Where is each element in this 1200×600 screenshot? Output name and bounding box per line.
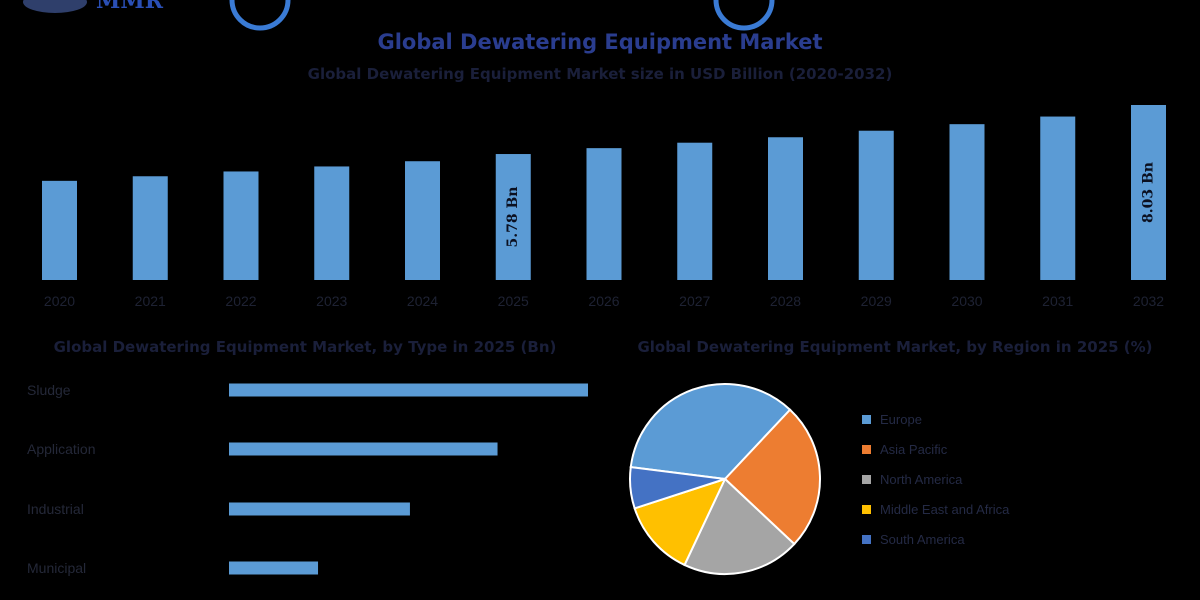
globe-icon-right (713, 0, 775, 31)
legend-label-europe: Europe (880, 412, 922, 427)
market-size-bar-2025 (495, 154, 531, 280)
type-category-labels: Sludge Application Industrial Municipal (27, 382, 96, 576)
legend-label-south-america: South America (880, 532, 965, 547)
market-size-bar-2031 (1040, 116, 1076, 280)
globe-icon-left (229, 0, 291, 31)
year-label-2027: 2027 (679, 293, 710, 309)
legend-label-middle-east-africa: Middle East and Africa (880, 502, 1010, 517)
legend-swatch-europe (862, 415, 871, 424)
year-label-2032: 2032 (1133, 293, 1164, 309)
year-label-2020: 2020 (44, 293, 75, 309)
type-bar-sludge (229, 383, 588, 397)
region-chart-title: Global Dewatering Equipment Market, by R… (637, 338, 1152, 356)
legend-swatch-middle-east-africa (862, 505, 871, 514)
pie-slice-south-america (629, 465, 726, 510)
market-size-bar-2021 (132, 176, 168, 280)
logo: MMR (96, 0, 164, 14)
market-size-bar-2032 (1131, 105, 1166, 280)
type-bars (229, 383, 588, 575)
type-bar-municipal (229, 561, 319, 575)
pie-slice-asia-pacific (723, 408, 821, 546)
year-label-2024: 2024 (407, 293, 438, 309)
year-label-2023: 2023 (316, 293, 347, 309)
chart-subtitle: Global Dewatering Equipment Market size … (308, 65, 893, 83)
region-legend: Europe Asia Pacific North America Middle Ea… (862, 412, 1010, 547)
year-label-2031: 2031 (1042, 293, 1073, 309)
market-size-bar-2026 (586, 148, 622, 280)
year-label-2028: 2028 (770, 293, 801, 309)
pie-slice-middle-east-africa (633, 477, 727, 567)
type-bar-industrial (229, 502, 410, 516)
header-decor: MMR (23, 0, 775, 31)
market-size-bar-2030 (949, 124, 985, 280)
market-size-bar-2027 (677, 142, 713, 280)
logo-swoosh (23, 0, 87, 13)
pie-slice-north-america (683, 477, 796, 575)
type-bar-application (229, 442, 498, 456)
legend-swatch-north-america (862, 475, 871, 484)
type-chart-title: Global Dewatering Equipment Market, by T… (54, 338, 557, 356)
type-label-sludge: Sludge (27, 382, 71, 398)
market-size-bars (42, 105, 1166, 280)
market-size-bar-2028 (768, 137, 803, 280)
type-label-municipal: Municipal (27, 560, 86, 576)
market-size-bar-2029 (858, 130, 894, 280)
market-size-data-labels: 5.78 Bn 8.03 Bn (505, 162, 1156, 248)
year-label-2030: 2030 (951, 293, 982, 309)
market-size-year-labels: 2020 2021 2022 2023 2024 2025 2026 2027 2028 2029… (44, 293, 1164, 309)
region-pie (629, 383, 821, 575)
market-size-bar-2024 (405, 161, 440, 280)
year-label-2021: 2021 (135, 293, 166, 309)
market-size-bar-2022 (223, 171, 259, 280)
legend-swatch-south-america (862, 535, 871, 544)
market-size-bar-2020 (42, 180, 77, 280)
year-label-2025: 2025 (498, 293, 529, 309)
year-label-2029: 2029 (861, 293, 892, 309)
legend-swatch-asia-pacific (862, 445, 871, 454)
chart-title: Global Dewatering Equipment Market (377, 30, 822, 54)
type-label-application: Application (27, 441, 96, 457)
type-label-industrial: Industrial (27, 501, 84, 517)
pie-slice-europe (629, 383, 792, 481)
legend-label-asia-pacific: Asia Pacific (880, 442, 948, 457)
data-label-2032: 8.03 Bn (1141, 162, 1157, 223)
year-label-2022: 2022 (225, 293, 256, 309)
market-size-bar-2023 (314, 166, 350, 280)
legend-label-north-america: North America (880, 472, 963, 487)
year-label-2026: 2026 (588, 293, 619, 309)
data-label-2025: 5.78 Bn (505, 187, 521, 248)
